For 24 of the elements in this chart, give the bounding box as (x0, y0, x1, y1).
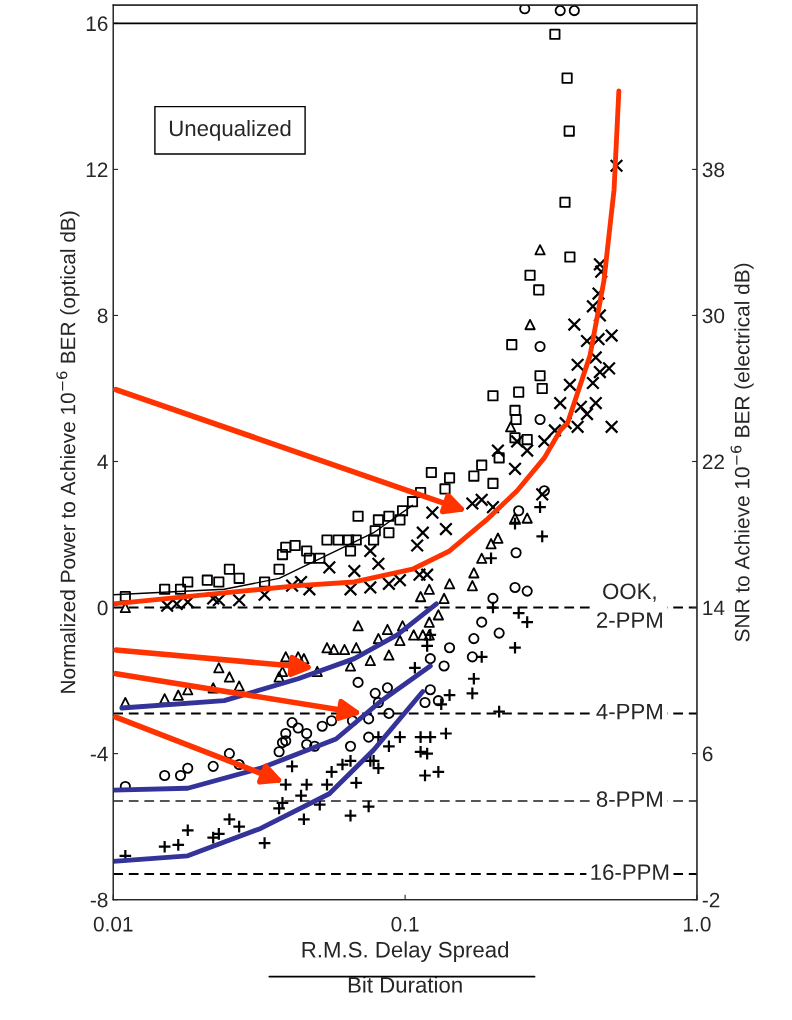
y2-tick-label: 38 (702, 162, 725, 178)
ref-line-label: 4-PPM (596, 703, 662, 720)
y2-tick-label: -2 (702, 892, 720, 908)
y-axis-title: Normalized Power to Achieve 10$^{−6}$ BER (optical dB) (56, 211, 80, 693)
y-tick-label: 4 (97, 454, 108, 470)
x-axis-title: R.M.S. Delay Spread Bit Duration (302, 941, 509, 993)
ref-line-label: 16-PPM (591, 864, 669, 881)
y-tick-label: 12 (86, 162, 108, 177)
y-tick-label: 0 (97, 600, 108, 616)
y2-tick-label: 6 (702, 746, 713, 762)
y-tick-label: -4 (90, 746, 108, 762)
y-tick-label: 8 (97, 308, 108, 324)
x-tick-label: 0.01 (93, 916, 133, 932)
annotation: Unequalized (169, 119, 291, 141)
y2-tick-label: 14 (703, 600, 725, 616)
y2-axis-title: SNR to Achieve 10$^{−6}$ BER (electrical dB) (730, 263, 754, 642)
y2-tick-label: 30 (702, 308, 725, 324)
y-tick-label: -8 (90, 892, 108, 908)
ref-line-label: OOK, 2-PPM (597, 583, 662, 628)
y-tick-label: 16 (86, 16, 108, 32)
ref-line-label: 8-PPM (596, 791, 662, 808)
y2-tick-label: 22 (702, 454, 724, 470)
x-tick-label: 0.1 (391, 916, 419, 932)
x-tick-label: 1.0 (684, 916, 711, 932)
